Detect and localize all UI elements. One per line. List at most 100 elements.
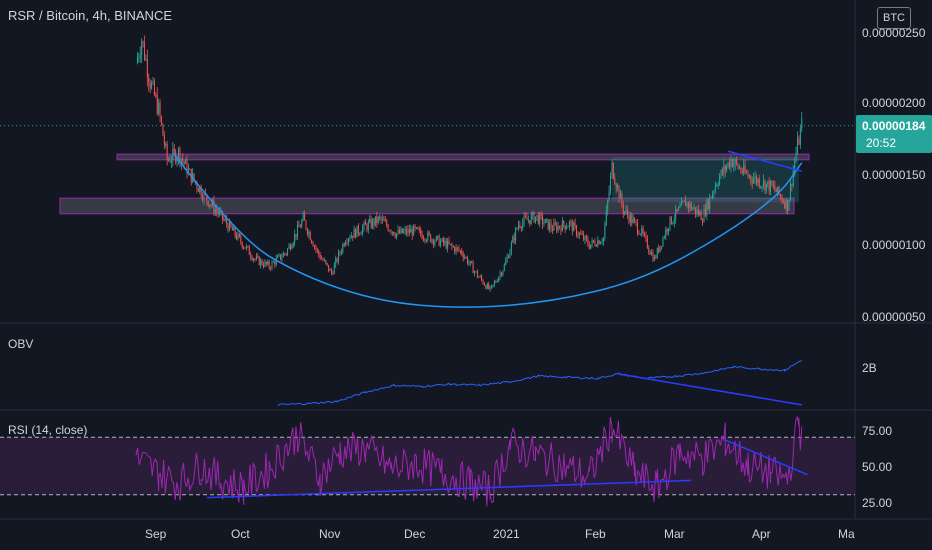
candle-body	[151, 82, 153, 89]
rsi-trendline	[724, 439, 808, 476]
candle-body	[343, 244, 345, 246]
candle-body	[709, 196, 711, 209]
candle-body	[437, 236, 439, 238]
candle-body	[669, 216, 671, 229]
candle-body	[724, 165, 726, 171]
candle-body	[539, 213, 541, 224]
candle-body	[302, 214, 304, 221]
price-axis-label: 0.00000250	[862, 26, 926, 40]
candle-body	[445, 241, 447, 249]
candle-body	[149, 82, 151, 89]
candle-body	[223, 219, 225, 221]
candle-body	[318, 250, 320, 255]
time-axis-label: Oct	[231, 527, 250, 541]
candle-body	[584, 236, 586, 241]
candle-body	[288, 245, 290, 249]
candle-body	[193, 173, 195, 181]
candle-body	[706, 200, 708, 216]
candle-body	[311, 240, 313, 243]
candle-body	[537, 215, 539, 224]
candle-body	[309, 232, 311, 241]
candle-body	[457, 247, 459, 249]
candle-body	[598, 240, 600, 245]
candle-body	[515, 228, 517, 241]
candle-body	[505, 260, 507, 265]
candle-body	[155, 94, 157, 96]
candle-body	[556, 224, 558, 231]
candle-body	[488, 283, 490, 289]
candle-body	[165, 144, 167, 146]
resistance-zone	[116, 153, 810, 161]
candle-body	[410, 229, 412, 233]
obv-line	[277, 360, 802, 406]
candle-body	[357, 225, 359, 234]
obv-pane-title[interactable]: OBV	[8, 337, 34, 351]
candle-body	[534, 216, 536, 223]
candle-body	[590, 244, 592, 249]
currency-badge[interactable]: BTC	[877, 7, 911, 29]
candle-body	[670, 216, 672, 224]
candle-body	[753, 178, 755, 184]
candle-body	[646, 237, 648, 249]
candle-body	[287, 248, 289, 254]
candle-body	[700, 211, 702, 221]
candle-body	[791, 183, 793, 186]
candle-body	[663, 237, 665, 239]
candle-body	[549, 223, 551, 230]
candle-body	[583, 234, 585, 241]
candle-body	[233, 227, 235, 231]
candle-body	[777, 186, 779, 193]
candle-body	[461, 250, 463, 255]
candle-body	[551, 228, 553, 231]
candle-body	[770, 180, 772, 192]
candle-body	[243, 247, 245, 249]
symbol-title[interactable]: RSR / Bitcoin, 4h, BINANCE	[8, 8, 172, 23]
candle-body	[231, 227, 233, 231]
candle-body	[743, 165, 745, 173]
candle-body	[482, 279, 484, 284]
candle-body	[577, 235, 579, 237]
candle-body	[444, 241, 446, 244]
candle-body	[169, 159, 171, 163]
candle-body	[645, 234, 647, 238]
candle-body	[489, 287, 491, 289]
candle-body	[600, 242, 602, 245]
candle-body	[209, 204, 211, 207]
candle-body	[398, 229, 400, 234]
candle-body	[373, 219, 375, 226]
candle-body	[284, 253, 286, 255]
candle-body	[727, 162, 729, 167]
candle-body	[187, 168, 189, 174]
time-axis-label: Nov	[319, 527, 341, 541]
candle-body	[692, 208, 694, 210]
candle-body	[636, 222, 638, 233]
candle-body	[687, 202, 689, 208]
candle-body	[771, 180, 773, 186]
candle-body	[278, 254, 280, 256]
candle-body	[561, 220, 563, 232]
candle-body	[767, 180, 769, 184]
candle-body	[680, 201, 682, 207]
candle-body	[758, 178, 760, 188]
candle-body	[240, 236, 242, 243]
candle-body	[570, 221, 572, 223]
rsi-pane-title[interactable]: RSI (14, close)	[8, 423, 88, 437]
time-axis-label: Mar	[664, 527, 685, 541]
candle-body	[321, 258, 323, 260]
candle-body	[533, 212, 535, 223]
candle-body	[547, 219, 549, 230]
candle-body	[635, 220, 637, 223]
candle-body	[587, 239, 589, 245]
candle-body	[627, 209, 629, 216]
candle-body	[360, 233, 362, 235]
candle-body	[485, 285, 487, 289]
candle-body	[237, 233, 239, 239]
candle-body	[202, 196, 204, 200]
candle-body	[304, 214, 306, 221]
candle-body	[182, 158, 184, 162]
candle-body	[689, 203, 691, 208]
candle-body	[761, 186, 763, 188]
candle-body	[323, 260, 325, 262]
